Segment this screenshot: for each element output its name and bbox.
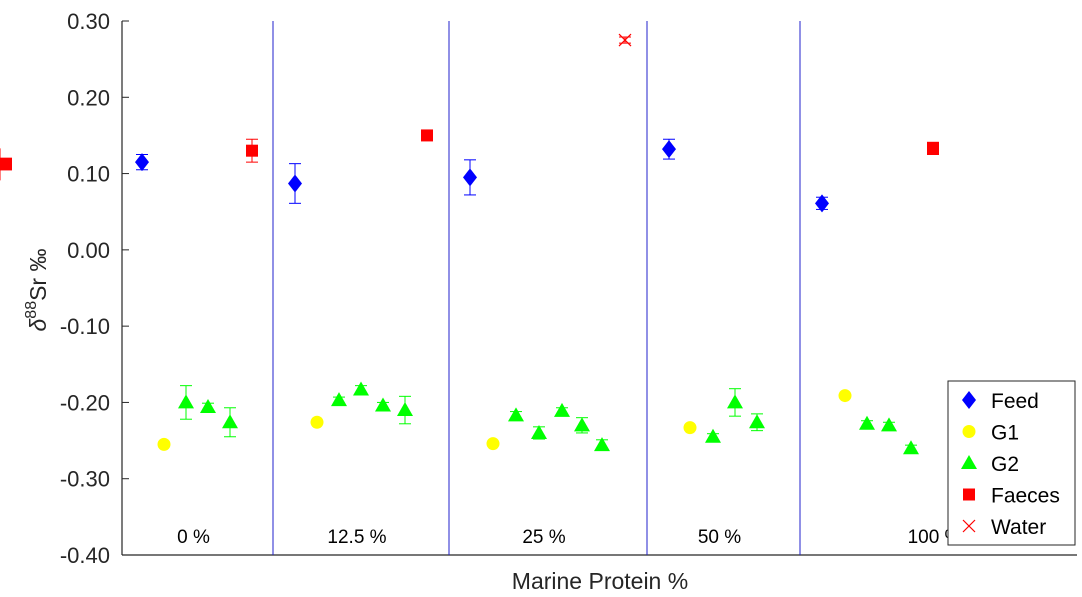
g1-point xyxy=(157,437,171,451)
g2-point xyxy=(331,392,347,407)
g2-point xyxy=(903,440,919,455)
g2-point xyxy=(727,394,743,409)
feed-point xyxy=(662,140,676,159)
g2-point xyxy=(508,407,524,422)
y-tick-label: -0.30 xyxy=(60,467,110,492)
y-axis-label: δ88Sr ‰ xyxy=(23,249,51,332)
x-axis-label: Marine Protein % xyxy=(512,568,688,594)
g1-point xyxy=(838,389,852,403)
feed-point xyxy=(463,168,477,187)
legend: Feed G1 G2 Faeces Water xyxy=(947,380,1076,546)
feed-point xyxy=(135,153,149,172)
water-point xyxy=(618,33,632,47)
g2-point xyxy=(881,417,897,432)
g2-point xyxy=(200,399,216,414)
y-tick-label: -0.40 xyxy=(60,543,110,568)
legend-faeces-marker xyxy=(963,488,975,501)
group-label: 25 % xyxy=(522,527,565,548)
legend-faeces-label: Faeces xyxy=(991,485,1060,508)
g1-point xyxy=(310,415,324,429)
faeces-point xyxy=(421,129,433,142)
x-marker-stroke xyxy=(618,33,632,47)
g2-point xyxy=(178,394,194,409)
group-label: 12.5 % xyxy=(327,527,386,548)
g2-point xyxy=(353,381,369,396)
group-label: 0 % xyxy=(177,527,210,548)
g2-point xyxy=(749,414,765,429)
faeces-point xyxy=(0,157,12,170)
g2-point xyxy=(397,402,413,417)
g2-point xyxy=(705,428,721,443)
y-tick-label: 0.00 xyxy=(67,238,110,263)
y-tick-label: -0.20 xyxy=(60,390,110,415)
y-tick-label: -0.10 xyxy=(60,314,110,339)
g2-point xyxy=(574,417,590,432)
legend-g1-label: G1 xyxy=(991,422,1019,445)
faeces-point xyxy=(927,142,939,155)
legend-feed-label: Feed xyxy=(991,390,1039,413)
legend-g2-label: G2 xyxy=(991,453,1019,476)
g2-point xyxy=(531,424,547,439)
y-tick-label: 0.30 xyxy=(67,9,110,34)
y-tick-label: 0.10 xyxy=(67,162,110,187)
g2-point xyxy=(375,397,391,412)
legend-water-marker xyxy=(962,519,976,533)
y-tick-label: 0.20 xyxy=(67,85,110,110)
g2-point xyxy=(554,402,570,417)
faeces-point xyxy=(246,144,258,157)
legend-water-label: Water xyxy=(991,516,1046,539)
g2-point xyxy=(859,415,875,430)
legend-g2-marker xyxy=(961,455,977,469)
group-label: 50 % xyxy=(698,527,741,548)
legend-g1-marker xyxy=(962,425,976,438)
feed-point xyxy=(815,194,829,213)
g2-point xyxy=(594,437,610,452)
g2-point xyxy=(222,414,238,429)
g1-point xyxy=(683,421,697,435)
x-marker-stroke xyxy=(962,519,976,533)
legend-feed-marker xyxy=(962,391,976,409)
g1-point xyxy=(486,437,500,451)
feed-point xyxy=(288,174,302,193)
